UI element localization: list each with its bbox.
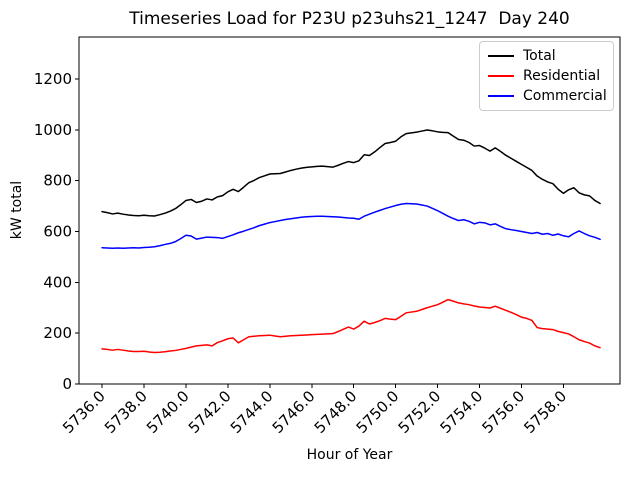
series-line-total xyxy=(101,129,601,217)
y-tick-label: 600 xyxy=(43,222,72,240)
x-tick-label: 5738.0 xyxy=(101,387,151,437)
x-tick-label: 5740.0 xyxy=(143,387,193,437)
x-tick-label: 5758.0 xyxy=(520,387,570,437)
x-tick-label: 5744.0 xyxy=(227,387,277,437)
legend-line-swatch-residential xyxy=(488,75,514,77)
x-tick-label: 5748.0 xyxy=(311,387,361,437)
x-tick-label: 5756.0 xyxy=(478,387,528,437)
legend-entry-total: Total xyxy=(488,46,605,66)
x-tick-label: 5754.0 xyxy=(436,387,486,437)
legend-entry-residential: Residential xyxy=(488,66,605,86)
y-tick-label: 800 xyxy=(43,172,72,190)
legend-label: Total xyxy=(523,48,556,64)
y-tick-label: 1000 xyxy=(34,121,72,139)
x-tick-label: 5750.0 xyxy=(353,387,403,437)
x-tick-label: 5736.0 xyxy=(59,387,109,437)
x-axis-label: Hour of Year xyxy=(306,447,393,463)
legend-label: Residential xyxy=(523,68,601,84)
y-tick-label: 200 xyxy=(43,324,72,342)
y-axis-label: kW total xyxy=(9,180,25,240)
y-tick-label: 1200 xyxy=(34,70,72,88)
x-tick-label: 5742.0 xyxy=(185,387,235,437)
plot-border xyxy=(78,36,621,385)
legend-entry-commercial: Commercial xyxy=(488,86,607,106)
series-line-commercial xyxy=(101,202,601,249)
legend-label: Commercial xyxy=(523,88,607,104)
legend: Total Residential Commercial xyxy=(479,41,614,111)
legend-line-swatch-total xyxy=(488,55,514,57)
y-tick-label: 0 xyxy=(62,375,72,393)
x-tick-label: 5752.0 xyxy=(395,387,445,437)
legend-line-swatch-commercial xyxy=(488,95,514,97)
y-tick-label: 400 xyxy=(43,273,72,291)
x-tick-label: 5746.0 xyxy=(269,387,319,437)
chart-title: Timeseries Load for P23U p23uhs21_1247 D… xyxy=(129,9,570,29)
series-line-residential xyxy=(101,298,601,354)
